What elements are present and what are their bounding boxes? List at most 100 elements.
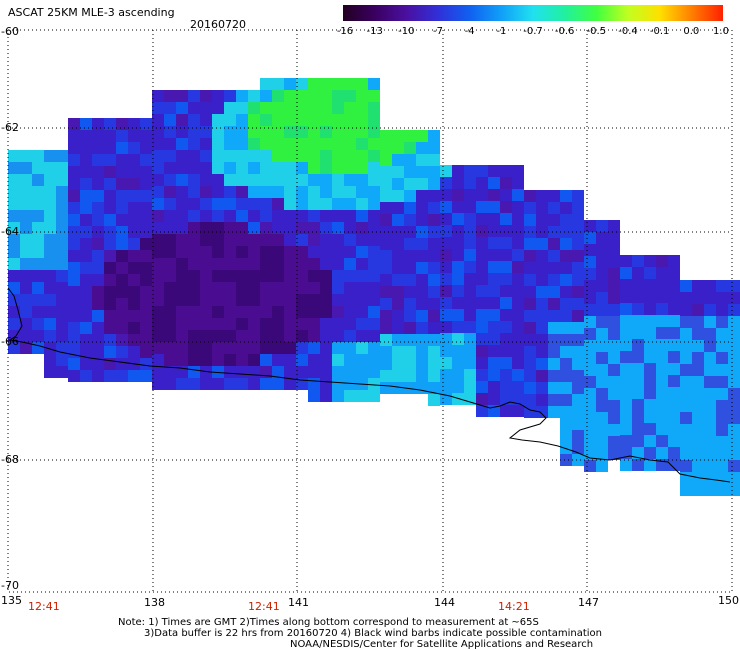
swath-cell: [152, 102, 164, 114]
swath-cell: [404, 154, 416, 166]
swath-cell: [212, 210, 224, 222]
swath-cell: [272, 342, 284, 354]
swath-cell: [44, 198, 56, 210]
swath-cell: [716, 388, 728, 400]
swath-cell: [596, 280, 608, 292]
swath-cell: [356, 294, 368, 306]
swath-cell: [572, 430, 584, 442]
swath-cell: [728, 484, 740, 496]
swath-cell: [200, 138, 212, 150]
swath-cell: [308, 330, 320, 342]
lon-label: 138: [144, 596, 165, 609]
swath-cell: [164, 378, 176, 390]
swath-cell: [56, 162, 68, 174]
swath-cell: [248, 366, 260, 378]
swath-cell: [164, 234, 176, 246]
swath-cell: [644, 435, 656, 447]
swath-cell: [224, 330, 236, 342]
swath-cell: [512, 285, 524, 297]
swath-cell: [452, 285, 464, 297]
swath-cell: [644, 315, 656, 327]
swath-cell: [488, 309, 500, 321]
swath-cell: [32, 330, 44, 342]
swath-cell: [416, 298, 428, 310]
swath-cell: [392, 178, 404, 190]
swath-cell: [176, 222, 188, 234]
swath-cell: [80, 298, 92, 310]
swath-cell: [332, 186, 344, 198]
map-title: ASCAT 25KM MLE-3 ascending: [8, 6, 175, 19]
swath-cell: [56, 366, 68, 378]
swath-cell: [260, 138, 272, 150]
swath-cell: [200, 270, 212, 282]
swath-cell: [704, 424, 716, 436]
swath-cell: [452, 345, 464, 357]
swath-cell: [344, 294, 356, 306]
swath-cell: [104, 202, 116, 214]
swath-cell: [8, 246, 20, 258]
swath-cell: [680, 448, 692, 460]
swath-cell: [68, 238, 80, 250]
swath-cell: [632, 351, 644, 363]
swath-cell: [404, 130, 416, 142]
swath-cell: [356, 282, 368, 294]
swath-cell: [68, 154, 80, 166]
swath-cell: [692, 304, 704, 316]
swath-cell: [644, 363, 656, 375]
swath-cell: [344, 90, 356, 102]
lat-label: -70: [1, 579, 19, 592]
swath-cell: [404, 346, 416, 358]
swath-cell: [104, 142, 116, 154]
swath-cell: [512, 333, 524, 345]
swath-cell: [728, 328, 740, 340]
swath-cell: [260, 234, 272, 246]
swath-cell: [608, 292, 620, 304]
swath-cell: [728, 424, 740, 436]
swath-cell: [164, 174, 176, 186]
swath-cell: [620, 351, 632, 363]
swath-cell: [92, 274, 104, 286]
swath-cell: [632, 315, 644, 327]
swath-cell: [296, 150, 308, 162]
lat-label: -64: [1, 225, 19, 238]
swath-cell: [224, 174, 236, 186]
swath-cell: [188, 354, 200, 366]
swath-cell: [224, 138, 236, 150]
swath-cell: [32, 186, 44, 198]
swath-cell: [176, 90, 188, 102]
swath-cell: [656, 291, 668, 303]
swath-cell: [728, 364, 740, 376]
swath-cell: [500, 405, 512, 417]
swath-cell: [164, 198, 176, 210]
swath-cell: [140, 346, 152, 358]
swath-cell: [344, 102, 356, 114]
swath-cell: [56, 258, 68, 270]
color-bar-label: -16: [336, 26, 354, 37]
swath-cell: [560, 250, 572, 262]
swath-cell: [284, 330, 296, 342]
swath-cell: [668, 375, 680, 387]
swath-cell: [656, 435, 668, 447]
swath-cell: [560, 190, 572, 202]
swath-cell: [212, 306, 224, 318]
swath-cell: [368, 378, 380, 390]
swath-cell: [68, 130, 80, 142]
swath-cell: [608, 436, 620, 448]
swath-cell: [8, 150, 20, 162]
swath-cell: [320, 90, 332, 102]
swath-cell: [116, 238, 128, 250]
swath-cell: [8, 210, 20, 222]
swath-cell: [164, 270, 176, 282]
swath-cell: [464, 393, 476, 405]
swath-cell: [92, 358, 104, 370]
swath-cell: [716, 436, 728, 448]
swath-cell: [656, 363, 668, 375]
swath-cell: [56, 210, 68, 222]
swath-cell: [368, 198, 380, 210]
swath-cell: [272, 246, 284, 258]
swath-cell: [392, 334, 404, 346]
swath-cell: [236, 270, 248, 282]
swath-cell: [140, 274, 152, 286]
swath-cell: [92, 322, 104, 334]
swath-cell: [80, 346, 92, 358]
